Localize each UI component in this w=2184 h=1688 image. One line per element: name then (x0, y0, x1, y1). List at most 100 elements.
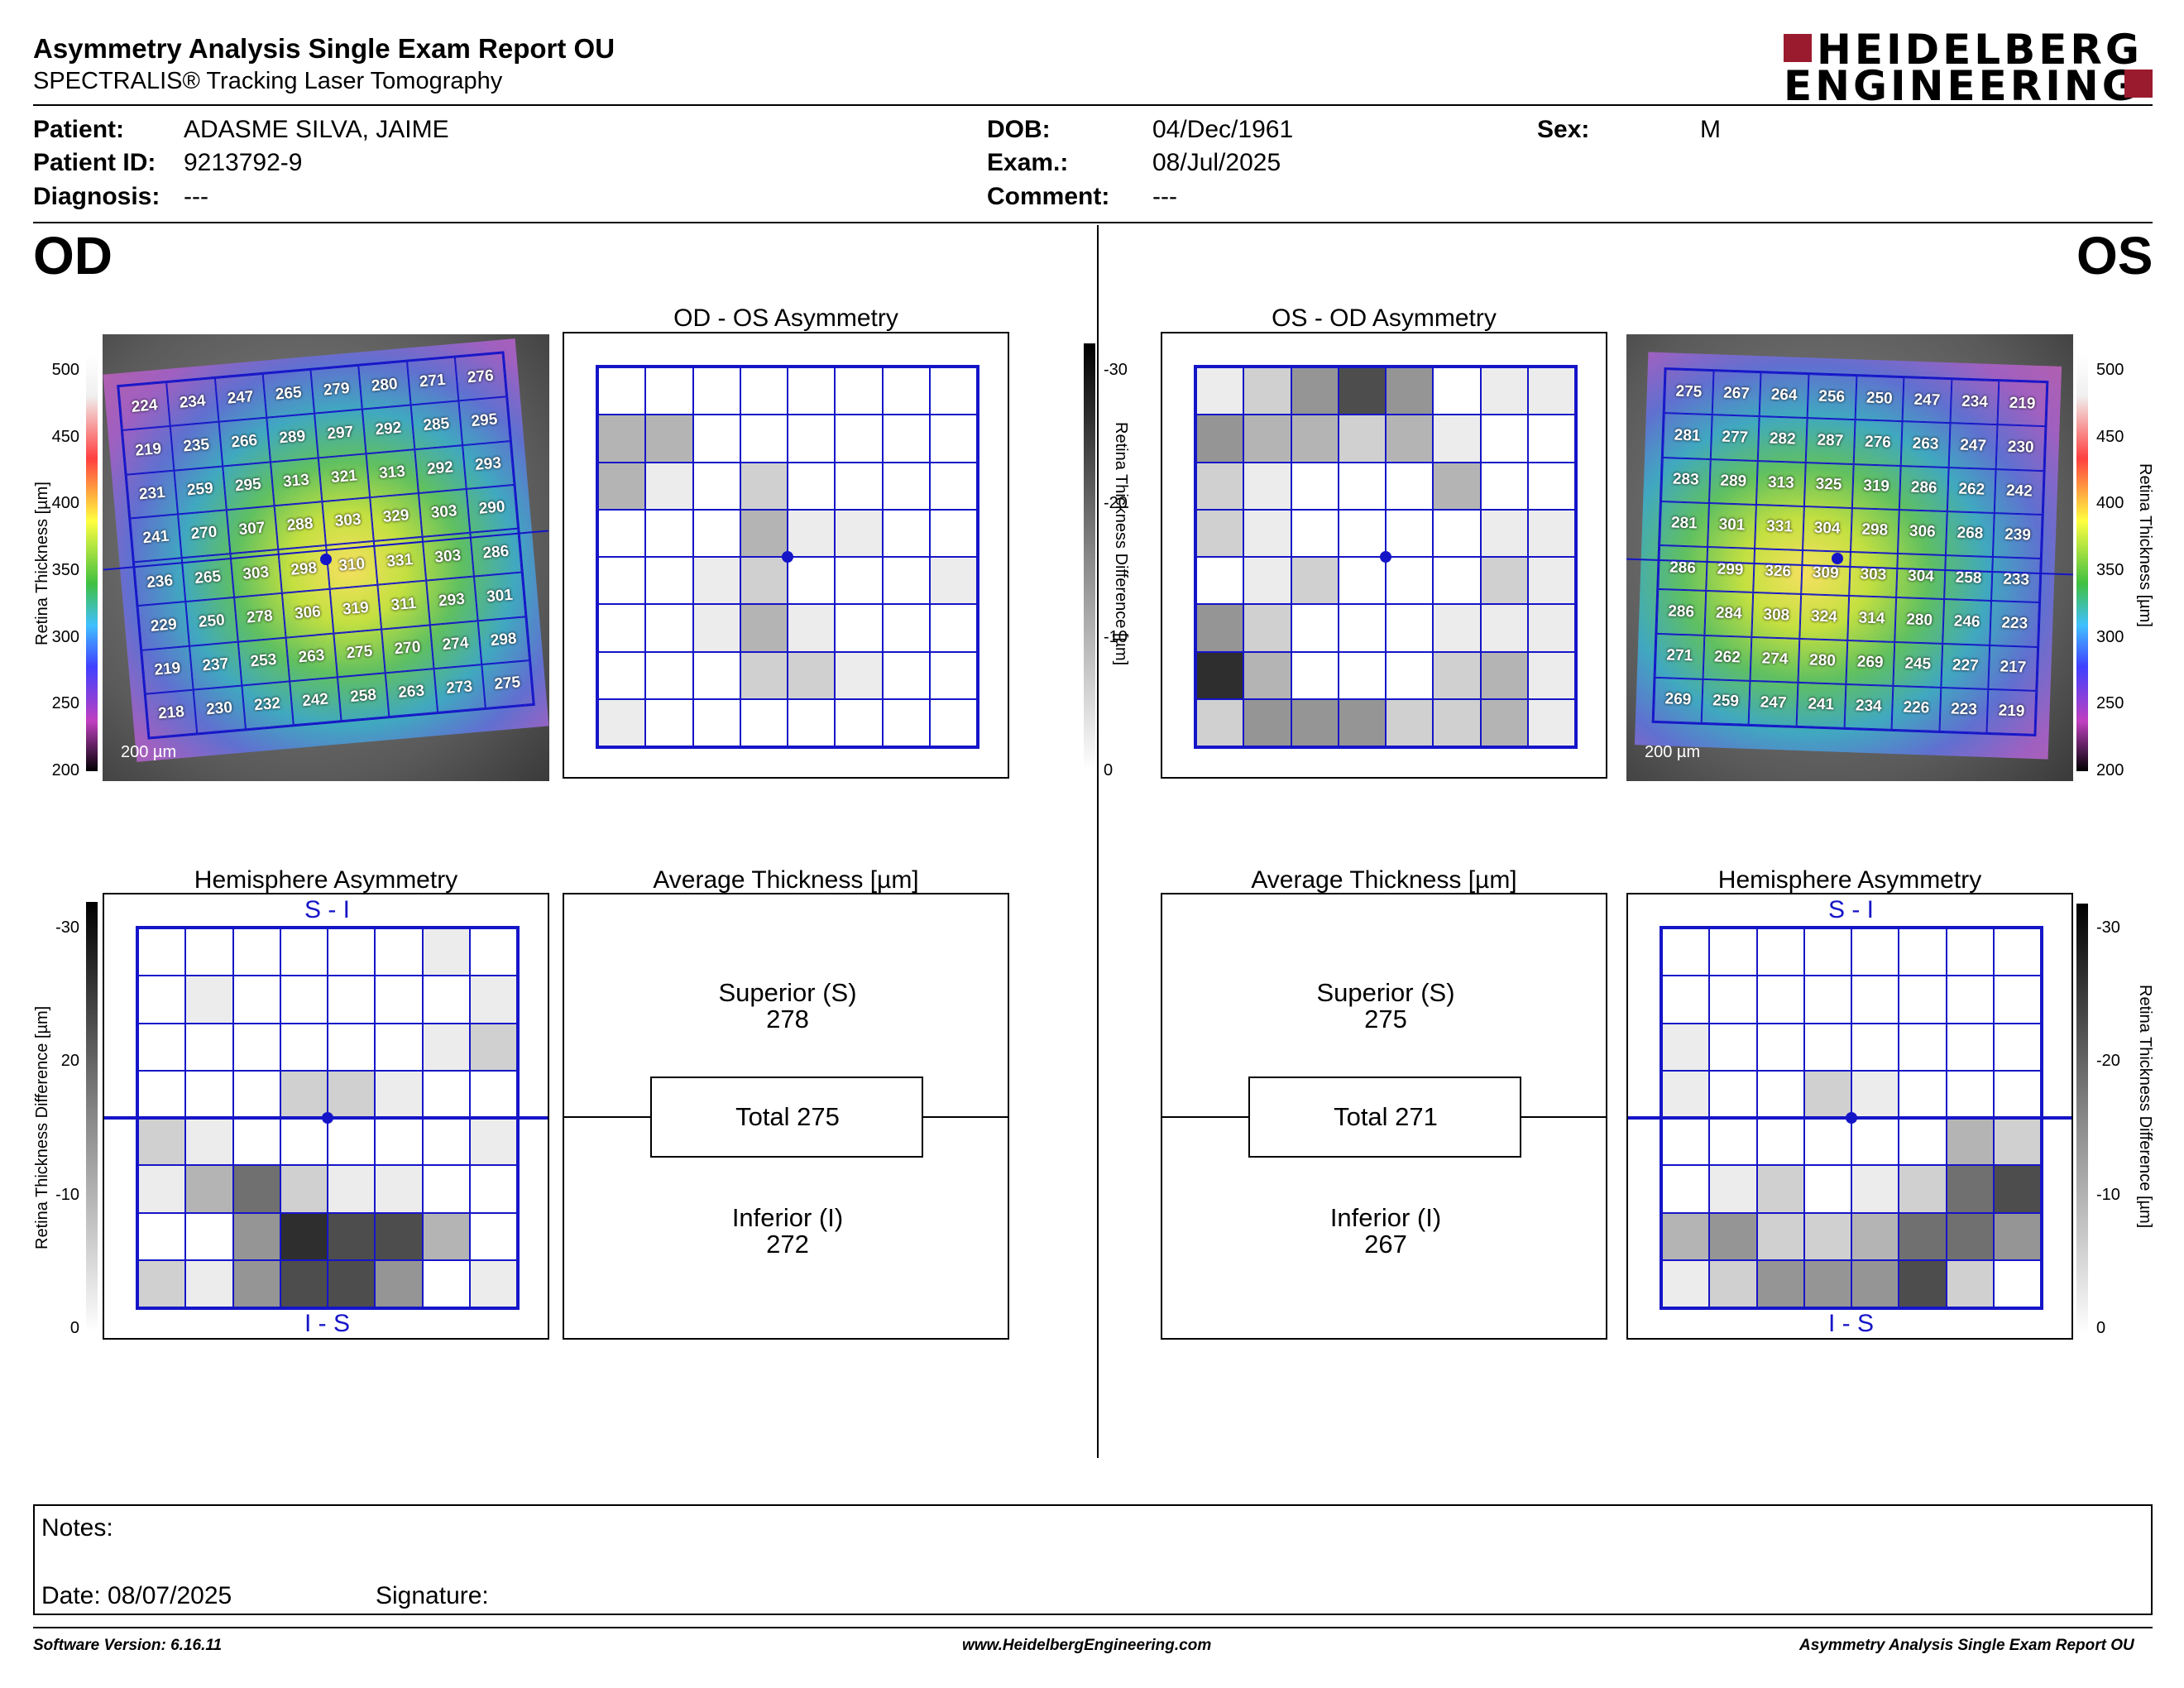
os-hemisphere-cell (1662, 976, 1710, 1024)
os-od-asymmetry-cell (1386, 509, 1434, 557)
os-average-title: Average Thickness [µm] (1251, 866, 1517, 894)
os-hemisphere-cell (1899, 1118, 1947, 1166)
od-os-asymmetry-cell (692, 509, 740, 557)
os-hemi-diff-tick: -30 (2096, 918, 2120, 937)
os-hemisphere-cell (1803, 1023, 1851, 1071)
os-hemisphere-cell (1756, 1070, 1804, 1118)
os-od-asymmetry-cell (1480, 651, 1528, 699)
os-od-center-marker (1380, 551, 1391, 563)
header-divider (33, 104, 2153, 106)
os-od-asymmetry-cell (1338, 651, 1386, 699)
os-od-asymmetry-cell (1243, 557, 1291, 605)
os-hemi-diff-colorbar (2076, 904, 2088, 1334)
patient-name: ADASME SILVA, JAIME (184, 116, 449, 143)
os-hemisphere-cell (1851, 1259, 1899, 1307)
od-hemisphere-cell (185, 1118, 233, 1166)
os-thickness-value: 314 (1846, 596, 1897, 642)
od-os-asymmetry-cell (882, 557, 930, 605)
od-hemisphere-cell (422, 1023, 470, 1071)
os-thickness-tick: 200 (2096, 761, 2124, 779)
os-od-asymmetry-cell (1243, 462, 1291, 510)
os-thickness-value: 219 (1986, 688, 2037, 735)
od-inferior-value: 272 (766, 1230, 809, 1259)
od-thickness-value: 271 (406, 357, 459, 405)
os-thickness-value: 303 (1848, 552, 1899, 598)
os-hemisphere-cell (1709, 1070, 1757, 1118)
os-thickness-value: 283 (1660, 457, 1711, 503)
od-hemisphere-cell (232, 1023, 280, 1071)
os-thickness-grid: 275 267 264 256 250 247 234 219 281 277 282 287 276 2… (1651, 367, 2049, 736)
od-hemisphere-cell (375, 1165, 423, 1213)
od-thickness-value: 237 (189, 641, 242, 690)
notes-signature: Signature: (376, 1582, 489, 1609)
os-od-asymmetry-cell (1196, 509, 1244, 557)
od-hemisphere-cell (280, 1212, 328, 1260)
os-hemisphere-cell (1993, 1070, 2041, 1118)
os-thickness-value: 234 (1844, 683, 1894, 730)
sex-label: Sex: (1537, 116, 1590, 143)
os-thickness-colorbar (2076, 354, 2088, 771)
od-os-asymmetry-cell (835, 557, 883, 605)
os-hemisphere-cell (1803, 1118, 1851, 1166)
od-hemisphere-cell (375, 928, 423, 976)
od-hemisphere-cell (328, 1212, 376, 1260)
od-hemisphere-cell (232, 1118, 280, 1166)
os-thickness-value: 280 (1894, 597, 1944, 644)
od-thickness-tick: 500 (51, 361, 79, 379)
os-total-value: Total 271 (1334, 1102, 1438, 1131)
od-thickness-value: 230 (193, 685, 246, 734)
os-thickness-value: 259 (1701, 679, 1751, 725)
od-hemisphere-cell (328, 1070, 376, 1118)
os-thickness-tick: 450 (2096, 427, 2124, 446)
middle-diff-tick: -20 (1104, 494, 1128, 513)
os-thickness-value: 234 (1950, 379, 2000, 425)
os-od-asymmetry-cell (1291, 698, 1339, 746)
od-os-asymmetry-cell (882, 367, 930, 415)
os-hemisphere-cell (1756, 928, 1804, 976)
od-hemisphere-cell (185, 1212, 233, 1260)
od-hemisphere-cell (328, 1023, 376, 1071)
os-hemisphere-cell (1756, 1023, 1804, 1071)
os-od-asymmetry-cell (1433, 651, 1481, 699)
od-superior-label: Superior (S) (718, 978, 857, 1007)
od-os-asymmetry-cell (598, 651, 646, 699)
od-hemisphere-cell (422, 1212, 470, 1260)
os-hemisphere-cell (1709, 1259, 1757, 1307)
exam-value: 08/Jul/2025 (1152, 149, 1281, 176)
od-hemisphere-cell (375, 1259, 423, 1307)
os-thickness-value: 226 (1891, 685, 1942, 731)
od-hemisphere-cell (280, 976, 328, 1024)
od-thickness-value: 265 (262, 369, 315, 418)
od-os-asymmetry-cell (740, 367, 788, 415)
od-os-asymmetry-cell (645, 415, 693, 463)
os-od-asymmetry-cell (1527, 462, 1575, 510)
os-hemisphere-title: Hemisphere Asymmetry (1717, 866, 1982, 894)
od-os-asymmetry-cell (692, 651, 740, 699)
os-hemisphere-cell (1662, 928, 1710, 976)
os-od-asymmetry-cell (1527, 604, 1575, 652)
od-os-asymmetry-cell (645, 557, 693, 605)
os-thickness-value: 262 (1947, 467, 1996, 513)
od-hemisphere-cell (280, 928, 328, 976)
od-hemi-diff-tick: -30 (55, 918, 79, 937)
od-os-asymmetry-title: OD - OS Asymmetry (673, 305, 898, 332)
os-od-asymmetry-cell (1196, 415, 1244, 463)
os-od-asymmetry-cell (1527, 367, 1575, 415)
notes-label: Notes: (41, 1514, 113, 1542)
os-od-asymmetry-cell (1291, 462, 1339, 510)
os-hemisphere-cell (1803, 928, 1851, 976)
os-thickness-value: 281 (1660, 501, 1709, 547)
os-hemisphere-cell (1899, 1165, 1947, 1213)
os-hemisphere-cell (1946, 1212, 1994, 1260)
od-thickness-value: 224 (118, 382, 170, 431)
os-thickness-value: 242 (1995, 468, 2044, 515)
od-average-title: Average Thickness [µm] (653, 866, 919, 894)
od-hemi-diff-axis-label: Retina Thickness Difference [µm] (33, 1005, 51, 1249)
os-thickness-value: 247 (1902, 377, 1952, 424)
comment-label: Comment: (987, 183, 1110, 210)
notes-box[interactable]: Notes: Date: 08/07/2025 Signature: (33, 1504, 2153, 1615)
od-os-asymmetry-cell (882, 509, 930, 557)
middle-diff-tick: -30 (1104, 361, 1128, 379)
od-hemisphere-cell (422, 928, 470, 976)
os-hemisphere-cell (1993, 1259, 2041, 1307)
